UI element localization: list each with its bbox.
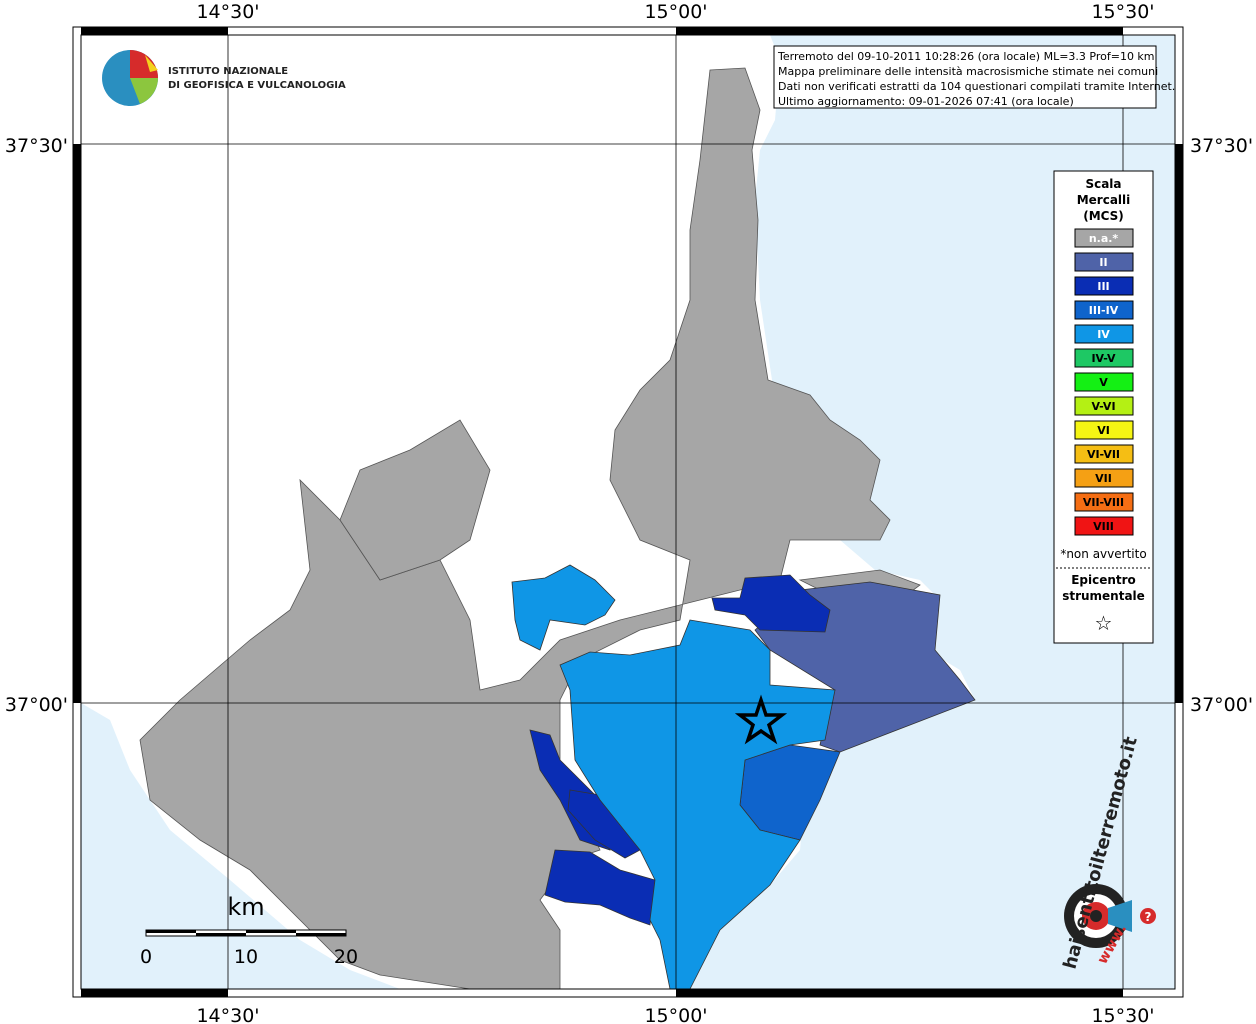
legend-swatch [1074,516,1134,536]
legend-label: V [1099,376,1108,389]
legend-swatch [1074,396,1134,416]
info-line: Ultimo aggiornamento: 09-01-2026 07:41 (… [778,95,1074,108]
legend-label: VIII [1093,520,1114,533]
logo-globe [145,55,158,72]
legend-label: V-VI [1091,400,1115,413]
legend-label: III-IV [1089,304,1119,317]
legend-label: VI-VII [1087,448,1120,461]
legend-epicenter-symbol: ☆ [1095,611,1113,635]
legend-swatch [1074,468,1134,488]
legend-epicenter: Epicentro [1071,573,1136,587]
info-line: Mappa preliminare delle intensità macros… [778,65,1158,78]
region-iii [711,574,831,633]
scale-segment [296,933,346,936]
logo-ring [1090,910,1102,922]
legend-note: *non avvertito [1060,547,1146,561]
legend-swatch [1074,444,1134,464]
info-line: Terremoto del 09-10-2011 10:28:26 (ora l… [777,50,1155,63]
lat-label: 37°00' [5,694,68,716]
scale-bar: km 0 10 20 [140,893,358,968]
scale-segment [196,933,246,936]
info-line: Dati non verificati estratti da 104 ques… [778,80,1175,93]
legend-title: Scala [1085,177,1121,191]
lat-label: 37°30' [5,135,68,157]
land-na [139,67,891,990]
frame-band [676,27,1123,35]
frame-band [73,144,81,703]
legend-swatch [1074,348,1134,368]
legend-swatch [1074,372,1134,392]
ingv-logo: ISTITUTO NAZIONALE DI GEOFISICA E VULCAN… [102,50,346,106]
frame-band [1175,144,1183,703]
scale-tick-label: 10 [234,946,258,968]
legend-title: Mercalli [1077,193,1131,207]
lat-label: 37°30' [1190,135,1253,157]
legend-label: II [1099,256,1107,269]
lon-label: 15°30' [1091,1,1154,23]
legend-swatch [1074,276,1134,296]
legend: ScalaMercalli(MCS)n.a.*IIIIIIII-IVIVIV-V… [1056,177,1151,635]
frame-band [676,989,1123,997]
legend-swatch [1074,420,1134,440]
legend-swatch [1074,300,1134,320]
coordinate-labels: 14°30' 15°00' 15°30' 14°30' 15°00' 15°30' 37°3… [5,1,1253,1024]
legend-label: VI [1097,424,1110,437]
legend-title: (MCS) [1083,209,1124,223]
sea [81,703,400,989]
legend-label: VII [1095,472,1112,485]
logo-globe [130,78,158,104]
lon-label: 15°30' [1091,1005,1154,1024]
legend-epicenter: strumentale [1062,589,1145,603]
epicenter-star [734,694,788,745]
logo-text: DI GEOFISICA E VULCANOLOGIA [168,80,346,91]
logo-speaker [1108,900,1132,932]
legend-label: III [1097,280,1109,293]
lat-label: 37°00' [1190,694,1253,716]
region-iv [511,564,616,651]
logo-question: ? [1145,910,1152,924]
scale-segment [246,930,296,933]
scale-ticks: 0 10 20 [140,946,358,968]
frame-band [81,27,228,35]
logo-question-bg [1140,908,1156,924]
lon-label: 15°00' [644,1005,707,1024]
info-text: Terremoto del 09-10-2011 10:28:26 (ora l… [777,50,1175,108]
frame [72,26,1184,998]
logo-text: ISTITUTO NAZIONALE [168,66,288,77]
legend-swatch [1074,252,1134,272]
lon-label: 15°00' [644,1,707,23]
info-box [773,45,1157,109]
scale-segment [146,930,196,933]
legend-label: IV-V [1091,352,1116,365]
land-na [339,419,491,581]
scale-tick-label: 0 [140,946,152,968]
legend-swatch [1074,492,1134,512]
legend-swatch [1074,228,1134,248]
lon-label: 14°30' [196,1005,259,1024]
scale-unit: km [227,893,264,921]
lon-label: 14°30' [196,1,259,23]
frame-band [81,989,228,997]
legend-label: n.a.* [1089,232,1119,245]
legend-swatch [1074,324,1134,344]
legend-label: IV [1097,328,1110,341]
legend-label: VII-VIII [1083,496,1124,509]
scale-tick-label: 20 [334,946,358,968]
region-iii [544,849,656,926]
